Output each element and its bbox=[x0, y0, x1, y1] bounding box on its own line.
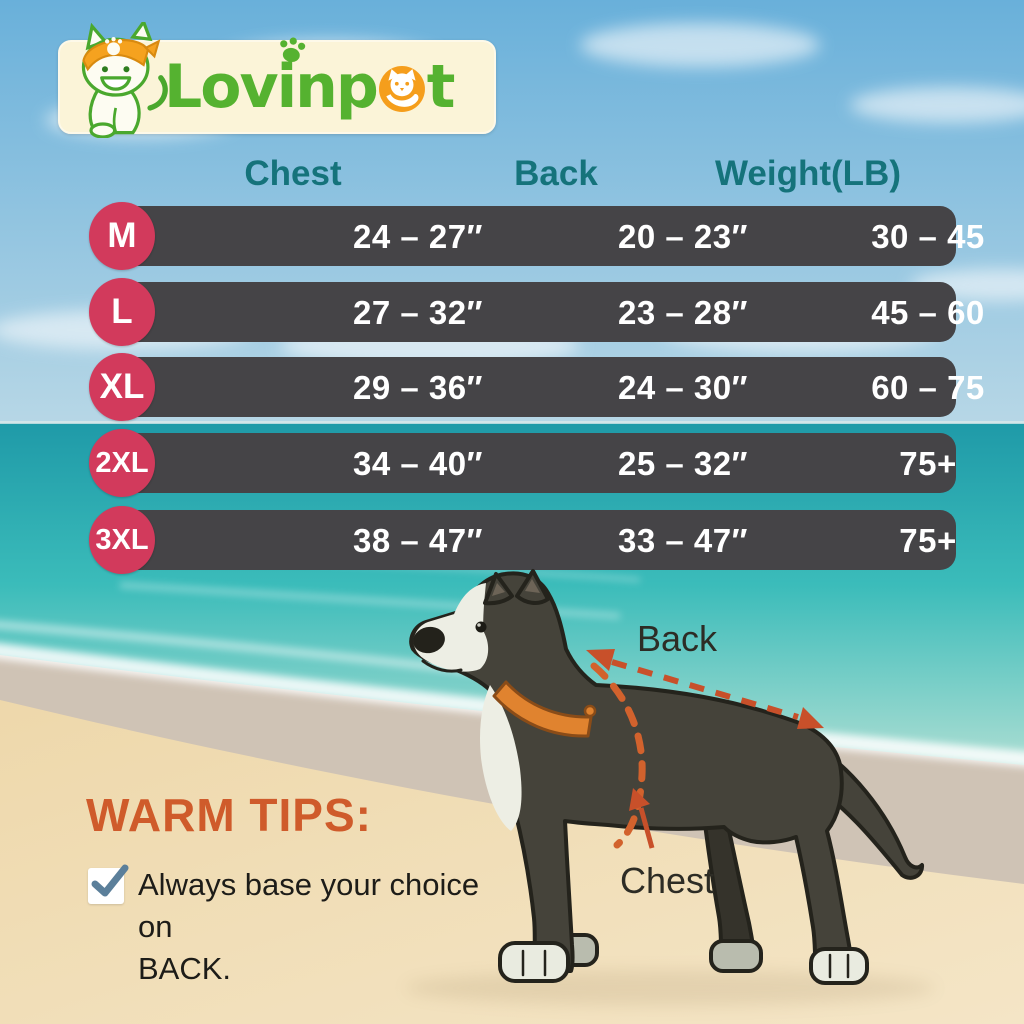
weight-value: 75+ bbox=[899, 445, 957, 482]
size-badge: L bbox=[89, 278, 155, 346]
back-value: 20 – 23″ bbox=[618, 218, 748, 255]
size-badge: 2XL bbox=[89, 429, 155, 497]
weight-value: 45 – 60 bbox=[871, 294, 985, 331]
tip-line2: BACK. bbox=[138, 951, 232, 986]
chest-value: 38 – 47″ bbox=[353, 522, 483, 559]
table-row: 34 – 40″ 25 – 32″ 75+ 2XL bbox=[0, 429, 1024, 497]
weight-value: 30 – 45 bbox=[871, 218, 985, 255]
chest-value: 34 – 40″ bbox=[353, 445, 483, 482]
row-bar: 27 – 32″ 23 – 28″ 45 – 60 bbox=[118, 282, 984, 342]
warm-tips-title: WARM TIPS: bbox=[86, 789, 372, 841]
brand-text-left: Lovinp bbox=[164, 52, 379, 122]
chest-value: 27 – 32″ bbox=[353, 294, 483, 331]
table-row: 29 – 36″ 24 – 30″ 60 – 75 XL bbox=[0, 353, 1024, 421]
back-value: 24 – 30″ bbox=[618, 369, 748, 406]
row-bar: 29 – 36″ 24 – 30″ 60 – 75 bbox=[118, 357, 984, 417]
checkmark-icon bbox=[88, 864, 129, 904]
back-value: 25 – 32″ bbox=[618, 445, 748, 482]
column-header-chest: Chest bbox=[244, 154, 342, 193]
tip-item: Always base your choice on BACK. bbox=[86, 864, 506, 990]
dog-illustration bbox=[409, 569, 925, 985]
cat-mascot-icon bbox=[81, 22, 168, 138]
table-row: 24 – 27″ 20 – 23″ 30 – 45 M bbox=[0, 202, 1024, 270]
size-badge: M bbox=[89, 202, 155, 270]
back-measure-label: Back bbox=[637, 618, 718, 659]
back-value: 33 – 47″ bbox=[618, 522, 748, 559]
weight-value: 75+ bbox=[899, 522, 957, 559]
back-value: 23 – 28″ bbox=[618, 294, 748, 331]
chest-measure-label: Chest bbox=[620, 860, 715, 901]
row-bar: 38 – 47″ 33 – 47″ 75+ bbox=[118, 510, 956, 570]
brand-text-right: t bbox=[426, 52, 456, 122]
size-badge: 3XL bbox=[89, 506, 155, 574]
chest-value: 24 – 27″ bbox=[353, 218, 483, 255]
warm-tips-section: WARM TIPS: Always base your choice on BA… bbox=[86, 788, 506, 990]
table-row: 38 – 47″ 33 – 47″ 75+ 3XL bbox=[0, 506, 1024, 574]
weight-value: 60 – 75 bbox=[871, 369, 985, 406]
paw-print-icon bbox=[280, 37, 306, 62]
row-bar: 34 – 40″ 25 – 32″ 75+ bbox=[118, 433, 956, 493]
cat-face-icon bbox=[378, 66, 425, 112]
size-badge: XL bbox=[89, 353, 155, 421]
table-row: 27 – 32″ 23 – 28″ 45 – 60 L bbox=[0, 278, 1024, 346]
column-header-weight: Weight(LB) bbox=[715, 154, 901, 193]
brand-logo: Lovinp t bbox=[58, 22, 496, 138]
column-header-back: Back bbox=[514, 154, 598, 193]
brand-wordmark: Lovinp t bbox=[164, 48, 456, 128]
row-bar: 24 – 27″ 20 – 23″ 30 – 45 bbox=[118, 206, 984, 266]
tip-text: Always base your choice on BACK. bbox=[138, 864, 506, 990]
tip-line1: Always base your choice on bbox=[138, 867, 480, 944]
chest-value: 29 – 36″ bbox=[353, 369, 483, 406]
